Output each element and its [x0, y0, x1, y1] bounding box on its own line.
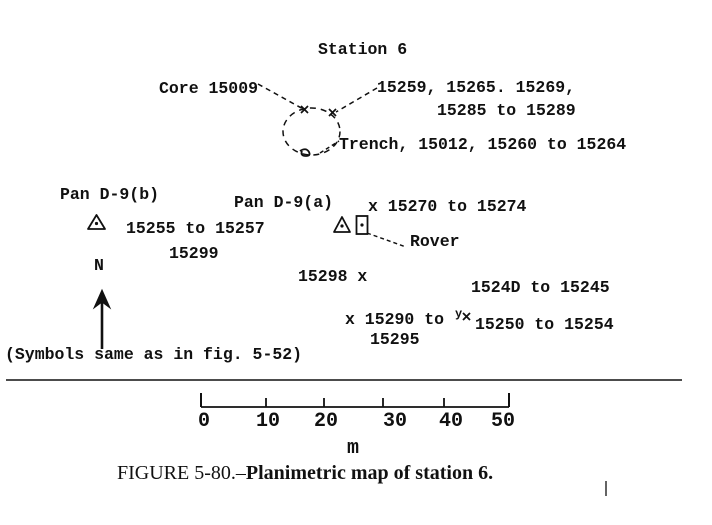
svg-text:y: y [455, 307, 462, 321]
